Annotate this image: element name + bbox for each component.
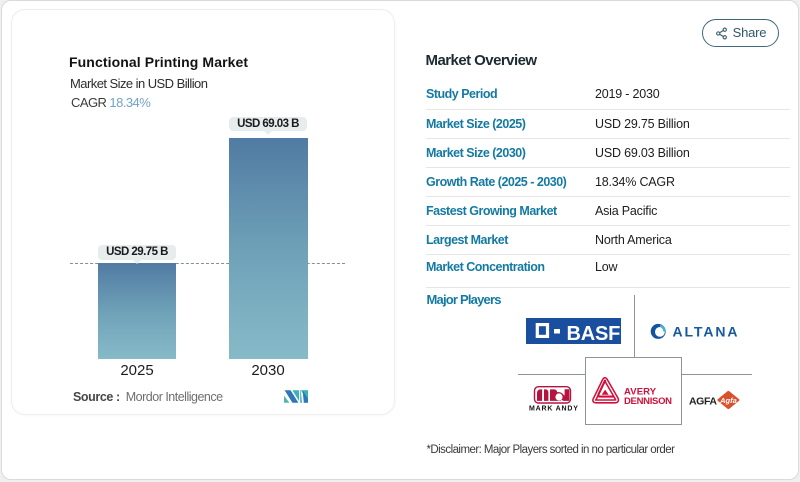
svg-text:ALTANA: ALTANA <box>672 324 739 339</box>
svg-text:DENNISON: DENNISON <box>624 396 672 405</box>
svg-text:AGFA: AGFA <box>689 395 717 407</box>
svg-text:AVERY: AVERY <box>624 386 657 397</box>
svg-text:BASF: BASF <box>567 323 621 344</box>
svg-text:MARK ANDY: MARK ANDY <box>529 405 579 412</box>
svg-text:Agfa: Agfa <box>719 396 737 405</box>
